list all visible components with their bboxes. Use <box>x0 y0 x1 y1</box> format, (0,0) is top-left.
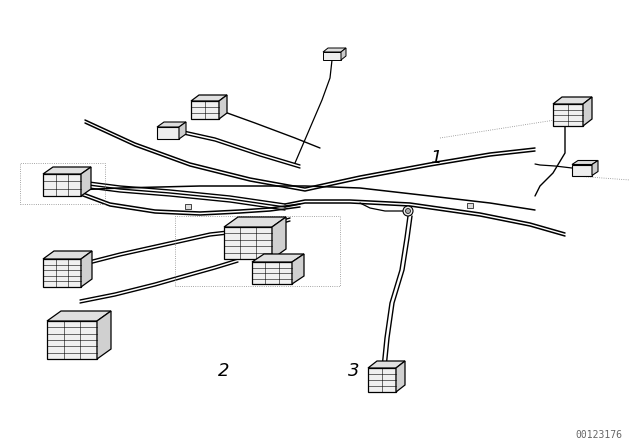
Circle shape <box>406 208 410 214</box>
Polygon shape <box>191 101 219 119</box>
Polygon shape <box>43 167 91 174</box>
Polygon shape <box>224 217 286 227</box>
Text: 00123176: 00123176 <box>575 430 622 440</box>
Polygon shape <box>97 311 111 359</box>
Polygon shape <box>47 311 111 321</box>
Polygon shape <box>292 254 304 284</box>
Polygon shape <box>157 127 179 139</box>
Text: 3: 3 <box>348 362 360 380</box>
Polygon shape <box>592 160 598 176</box>
Polygon shape <box>572 164 592 176</box>
Polygon shape <box>368 368 396 392</box>
Polygon shape <box>191 95 227 101</box>
Polygon shape <box>252 254 304 262</box>
Bar <box>467 202 473 207</box>
Polygon shape <box>157 122 186 127</box>
Polygon shape <box>583 97 592 126</box>
Text: 1: 1 <box>430 149 442 167</box>
Polygon shape <box>553 104 583 126</box>
Polygon shape <box>368 361 405 368</box>
Polygon shape <box>341 48 346 60</box>
Polygon shape <box>252 262 292 284</box>
Bar <box>185 203 191 208</box>
Polygon shape <box>224 227 272 259</box>
Polygon shape <box>272 217 286 259</box>
Polygon shape <box>179 122 186 139</box>
Circle shape <box>403 206 413 216</box>
Polygon shape <box>553 97 592 104</box>
Polygon shape <box>81 251 92 287</box>
Polygon shape <box>43 259 81 287</box>
Polygon shape <box>323 48 346 52</box>
Polygon shape <box>572 160 598 164</box>
Polygon shape <box>47 321 97 359</box>
Polygon shape <box>219 95 227 119</box>
Polygon shape <box>81 167 91 196</box>
Polygon shape <box>396 361 405 392</box>
Polygon shape <box>323 52 341 60</box>
Polygon shape <box>43 174 81 196</box>
Text: 2: 2 <box>218 362 230 380</box>
Polygon shape <box>43 251 92 259</box>
